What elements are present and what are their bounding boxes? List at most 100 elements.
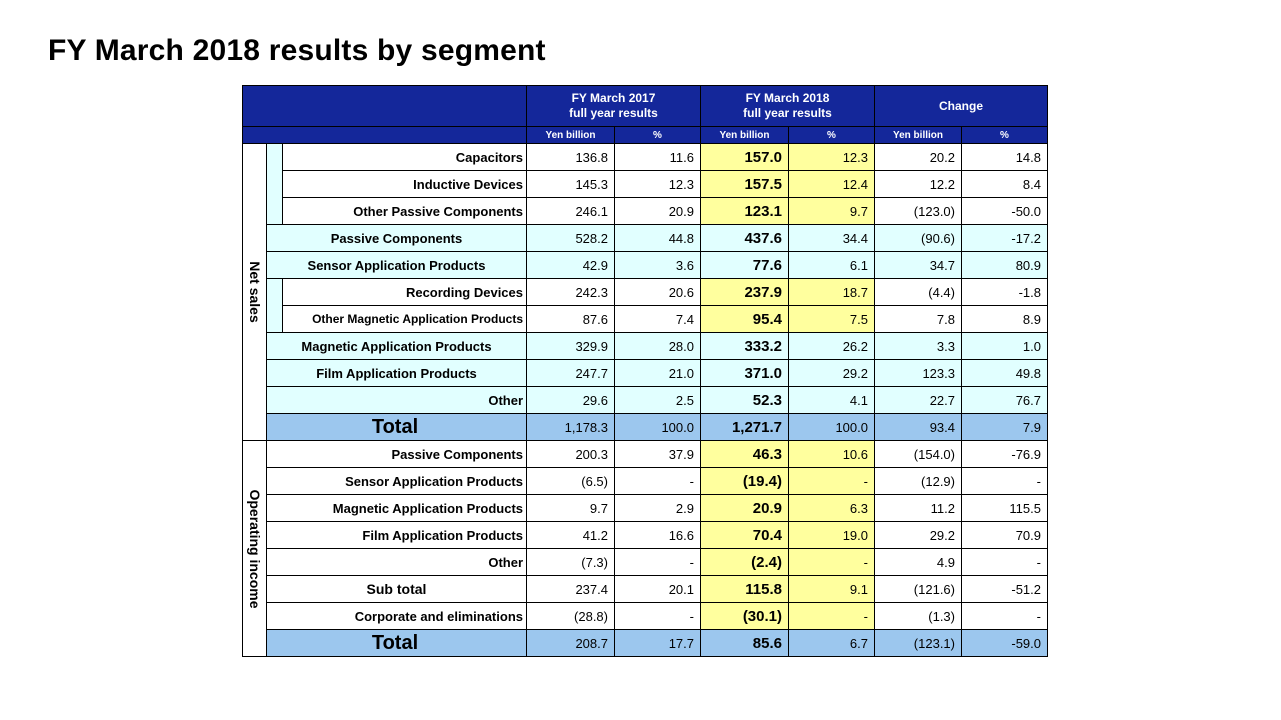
value-fy2017: 29.6	[526, 386, 615, 414]
pct-fy2017: 7.4	[614, 305, 701, 333]
row-label-subtotal: Magnetic Application Products	[266, 332, 527, 360]
change-pct: -76.9	[961, 440, 1048, 468]
value-fy2017: 42.9	[526, 251, 615, 279]
change-pct: 70.9	[961, 521, 1048, 549]
value-fy2018: 157.0	[700, 143, 789, 171]
value-fy2018: 237.9	[700, 278, 789, 306]
value-fy2018: 157.5	[700, 170, 789, 198]
pct-fy2018: 9.7	[788, 197, 875, 225]
pct-fy2017: 11.6	[614, 143, 701, 171]
value-fy2017: (7.3)	[526, 548, 615, 576]
change-value: 20.2	[874, 143, 962, 171]
change-value: 93.4	[874, 413, 962, 441]
pct-fy2018: 26.2	[788, 332, 875, 360]
row-label: Film Application Products	[266, 521, 527, 549]
pct-fy2018: 19.0	[788, 521, 875, 549]
value-fy2017: 145.3	[526, 170, 615, 198]
value-fy2017: (28.8)	[526, 602, 615, 630]
change-value: (1.3)	[874, 602, 962, 630]
change-pct: -17.2	[961, 224, 1048, 252]
change-value: 11.2	[874, 494, 962, 522]
subheader-pct-2018: %	[788, 126, 875, 144]
pct-fy2017: 16.6	[614, 521, 701, 549]
operating-income-label: Operating income	[242, 440, 267, 657]
row-label: Other Magnetic Application Products	[282, 305, 527, 333]
pct-fy2017: 20.1	[614, 575, 701, 603]
value-fy2017: 237.4	[526, 575, 615, 603]
value-fy2018: 437.6	[700, 224, 789, 252]
row-label: Capacitors	[282, 143, 527, 171]
segment-results-table: FY March 2017 full year results FY March …	[242, 85, 1048, 657]
change-pct: -	[961, 602, 1048, 630]
row-label: Other Passive Components	[282, 197, 527, 225]
value-fy2017: 87.6	[526, 305, 615, 333]
value-fy2017: 208.7	[526, 629, 615, 657]
pct-fy2017: 3.6	[614, 251, 701, 279]
pct-fy2018: 12.3	[788, 143, 875, 171]
value-fy2018: 85.6	[700, 629, 789, 657]
pct-fy2017: 28.0	[614, 332, 701, 360]
change-pct: -1.8	[961, 278, 1048, 306]
value-fy2017: 246.1	[526, 197, 615, 225]
change-pct: -59.0	[961, 629, 1048, 657]
pct-fy2017: -	[614, 548, 701, 576]
value-fy2018: 95.4	[700, 305, 789, 333]
change-pct: 7.9	[961, 413, 1048, 441]
value-fy2018: 333.2	[700, 332, 789, 360]
value-fy2018: 46.3	[700, 440, 789, 468]
value-fy2018: (2.4)	[700, 548, 789, 576]
header-fy2017: FY March 2017 full year results	[526, 85, 701, 127]
value-fy2017: 329.9	[526, 332, 615, 360]
value-fy2018: 371.0	[700, 359, 789, 387]
pct-fy2017: 2.5	[614, 386, 701, 414]
pct-fy2018: 18.7	[788, 278, 875, 306]
change-value: 22.7	[874, 386, 962, 414]
subheader-blank	[242, 126, 527, 144]
row-label: Sensor Application Products	[266, 467, 527, 495]
pct-fy2018: 6.1	[788, 251, 875, 279]
pct-fy2018: 34.4	[788, 224, 875, 252]
pct-fy2017: 20.9	[614, 197, 701, 225]
pct-fy2017: 37.9	[614, 440, 701, 468]
change-value: (123.1)	[874, 629, 962, 657]
header-fy2018: FY March 2018 full year results	[700, 85, 875, 127]
change-value: (154.0)	[874, 440, 962, 468]
row-label-subtotal: Sensor Application Products	[266, 251, 527, 279]
magnetic-group-indent	[266, 278, 283, 333]
pct-fy2018: -	[788, 602, 875, 630]
value-fy2018: (19.4)	[700, 467, 789, 495]
pct-fy2018: 9.1	[788, 575, 875, 603]
change-value: 3.3	[874, 332, 962, 360]
pct-fy2017: 21.0	[614, 359, 701, 387]
subheader-yen-2017: Yen billion	[526, 126, 615, 144]
change-pct: -51.2	[961, 575, 1048, 603]
pct-fy2017: 2.9	[614, 494, 701, 522]
change-value: (121.6)	[874, 575, 962, 603]
passive-group-indent	[266, 143, 283, 225]
value-fy2017: 200.3	[526, 440, 615, 468]
row-label: Magnetic Application Products	[266, 494, 527, 522]
header-blank	[242, 85, 527, 127]
pct-fy2018: 4.1	[788, 386, 875, 414]
pct-fy2017: 100.0	[614, 413, 701, 441]
pct-fy2017: 17.7	[614, 629, 701, 657]
change-value: 4.9	[874, 548, 962, 576]
header-change: Change	[874, 85, 1048, 127]
subheader-yen-2018: Yen billion	[700, 126, 789, 144]
value-fy2018: 20.9	[700, 494, 789, 522]
pct-fy2017: 20.6	[614, 278, 701, 306]
row-label: Passive Components	[266, 440, 527, 468]
net-sales-total-label: Total	[266, 413, 527, 441]
value-fy2018: 115.8	[700, 575, 789, 603]
change-pct: 76.7	[961, 386, 1048, 414]
value-fy2018: 123.1	[700, 197, 789, 225]
value-fy2018: 52.3	[700, 386, 789, 414]
value-fy2018: (30.1)	[700, 602, 789, 630]
value-fy2017: 247.7	[526, 359, 615, 387]
net-sales-label: Net sales	[242, 143, 267, 441]
pct-fy2018: 100.0	[788, 413, 875, 441]
change-value: (123.0)	[874, 197, 962, 225]
value-fy2018: 1,271.7	[700, 413, 789, 441]
pct-fy2018: 6.3	[788, 494, 875, 522]
pct-fy2018: -	[788, 467, 875, 495]
